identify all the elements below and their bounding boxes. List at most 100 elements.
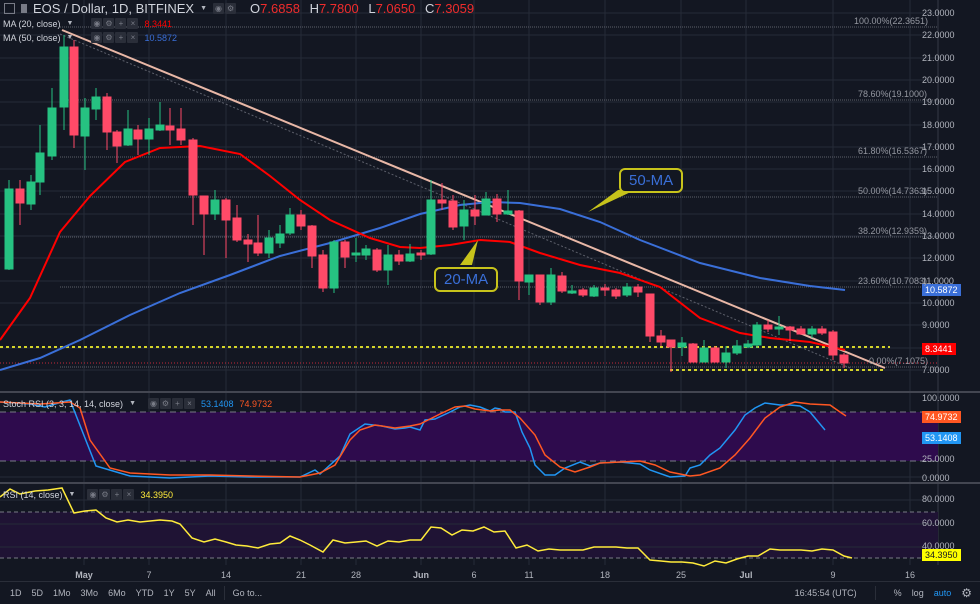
auto-toggle[interactable]: auto xyxy=(933,588,952,598)
rsi-line[interactable] xyxy=(0,487,853,567)
ma50-legend[interactable]: MA (50, close) ▼ ◉ ⚙ + × 10.5872 xyxy=(3,32,177,43)
descending-trendline[interactable] xyxy=(61,29,886,369)
stoch-axis-tick: 25.0000 xyxy=(922,454,955,464)
eye-icon[interactable]: ◉ xyxy=(213,3,225,14)
stoch-d-line[interactable] xyxy=(0,401,847,478)
price-tick: 15.0000 xyxy=(922,186,955,196)
stoch-axis-tick: 0.0000 xyxy=(922,473,950,483)
range-5d[interactable]: 5D xyxy=(31,588,44,598)
close-icon[interactable]: × xyxy=(123,489,135,500)
add-icon[interactable]: + xyxy=(115,32,127,43)
rsi-axis-tick: 40.0000 xyxy=(922,541,955,551)
date-tick: Jun xyxy=(412,570,430,580)
candlesticks[interactable] xyxy=(4,35,849,372)
add-icon[interactable]: + xyxy=(172,398,183,409)
bottom-toolbar: 1D 5D 1Mo 3Mo 6Mo YTD 1Y 5Y All Go to...… xyxy=(0,581,980,604)
symbol-title[interactable]: EOS / Dollar, 1D, BITFINEX xyxy=(33,1,195,16)
gear-icon[interactable]: ⚙ xyxy=(225,3,237,14)
ma50-callout-pointer xyxy=(588,190,635,212)
add-icon[interactable]: + xyxy=(115,18,127,29)
stoch-d-tag: 74.9732 xyxy=(922,411,961,423)
flag-icon xyxy=(21,4,27,13)
chevron-down-icon[interactable]: ▼ xyxy=(200,5,208,12)
gear-icon[interactable]: ⚙ xyxy=(103,18,115,29)
rsi-value: 34.3950 xyxy=(140,489,174,500)
gear-icon[interactable]: ⚙ xyxy=(103,32,115,43)
fib-label-50: 50.00%(14.7363) xyxy=(858,186,928,196)
stoch-band xyxy=(0,412,938,461)
range-1y[interactable]: 1Y xyxy=(163,588,175,598)
rsi-axis-tick: 60.0000 xyxy=(922,518,955,528)
date-tick: 25 xyxy=(675,570,687,580)
range-5y[interactable]: 5Y xyxy=(184,588,196,598)
stoch-k-value: 53.1408 xyxy=(201,398,234,409)
chevron-down-icon[interactable]: ▼ xyxy=(66,20,74,27)
chevron-down-icon[interactable]: ▼ xyxy=(66,34,74,41)
price-tick: 16.0000 xyxy=(922,164,955,174)
stoch-rsi-legend[interactable]: Stoch RSI (3, 3, 14, 14, close) ▼ ◉ ⚙ + × 5… xyxy=(3,398,272,409)
range-ytd[interactable]: YTD xyxy=(135,588,154,598)
rsi-axis-tick: 80.0000 xyxy=(922,494,955,504)
goto-button[interactable]: Go to... xyxy=(232,588,263,598)
close-icon[interactable]: × xyxy=(184,398,195,409)
price-tick: 22.0000 xyxy=(922,30,955,40)
percent-toggle[interactable]: % xyxy=(893,588,902,598)
ma50-price-tag: 10.5872 xyxy=(922,284,961,296)
add-icon[interactable]: + xyxy=(111,489,123,500)
stoch-axis-tick: 100.0000 xyxy=(922,393,960,403)
gear-icon[interactable]: ⚙ xyxy=(160,398,171,409)
eye-icon[interactable]: ◉ xyxy=(87,489,99,500)
fib-label-618: 61.80%(16.5367) xyxy=(858,146,928,156)
fibonacci-lines[interactable] xyxy=(60,26,938,368)
ma20-legend[interactable]: MA (20, close) ▼ ◉ ⚙ + × 8.3441 xyxy=(3,18,172,29)
range-3mo[interactable]: 3Mo xyxy=(80,588,99,598)
price-tick: 13.0000 xyxy=(922,231,955,241)
eye-icon[interactable]: ◉ xyxy=(91,32,103,43)
stoch-d-value: 74.9732 xyxy=(239,398,273,409)
price-tick: 10.0000 xyxy=(922,298,955,308)
eye-icon[interactable]: ◉ xyxy=(91,18,103,29)
date-tick: 11 xyxy=(524,570,534,580)
ma50-callout[interactable]: 50-MA xyxy=(619,168,684,193)
price-tick: 19.0000 xyxy=(922,97,955,107)
ma20-label[interactable]: MA (20, close) xyxy=(3,18,61,29)
range-6mo[interactable]: 6Mo xyxy=(108,588,126,598)
range-1mo[interactable]: 1Mo xyxy=(53,588,71,598)
clock-time[interactable]: 16:45:54 (UTC) xyxy=(794,588,857,598)
rsi-label[interactable]: RSI (14, close) xyxy=(3,489,63,500)
rsi-band xyxy=(0,512,938,558)
gear-icon[interactable]: ⚙ xyxy=(961,586,972,600)
eye-icon[interactable]: ◉ xyxy=(148,398,159,409)
ma20-callout[interactable]: 20-MA xyxy=(434,267,499,292)
date-tick: 14 xyxy=(220,570,232,580)
date-tick: 18 xyxy=(599,570,611,580)
symbol-legend[interactable]: EOS / Dollar, 1D, BITFINEX ▼ ◉ ⚙ O7.6858 … xyxy=(0,1,474,16)
rsi-legend[interactable]: RSI (14, close) ▼ ◉ ⚙ + × 34.3950 xyxy=(3,489,173,500)
date-tick: 21 xyxy=(295,570,307,580)
date-tick: Jul xyxy=(739,570,753,580)
range-1d[interactable]: 1D xyxy=(10,588,22,598)
collapse-icon[interactable] xyxy=(4,3,15,14)
date-tick: 7 xyxy=(146,570,152,580)
price-tick: 21.0000 xyxy=(922,53,955,63)
close-icon[interactable]: × xyxy=(127,18,139,29)
ma50-label[interactable]: MA (50, close) xyxy=(3,32,61,43)
rsi-tag: 34.3950 xyxy=(922,549,961,561)
date-tick: 6 xyxy=(471,570,477,580)
price-tick: 20.0000 xyxy=(922,75,955,85)
price-tick: 12.0000 xyxy=(922,253,955,263)
gear-icon[interactable]: ⚙ xyxy=(99,489,111,500)
date-tick: 9 xyxy=(830,570,836,580)
chevron-down-icon[interactable]: ▼ xyxy=(129,400,136,407)
log-toggle[interactable]: log xyxy=(911,588,924,598)
price-tick: 17.0000 xyxy=(922,142,955,152)
divider xyxy=(223,586,225,600)
range-all[interactable]: All xyxy=(205,588,216,598)
close-icon[interactable]: × xyxy=(127,32,139,43)
fib-label-0: 0.00%(7.1075) xyxy=(869,356,929,366)
chevron-down-icon[interactable]: ▼ xyxy=(68,491,76,498)
stoch-rsi-label[interactable]: Stoch RSI (3, 3, 14, 14, close) xyxy=(3,398,124,409)
fib-label-786: 78.60%(19.1000) xyxy=(858,89,928,99)
ma50-line[interactable] xyxy=(0,200,846,371)
